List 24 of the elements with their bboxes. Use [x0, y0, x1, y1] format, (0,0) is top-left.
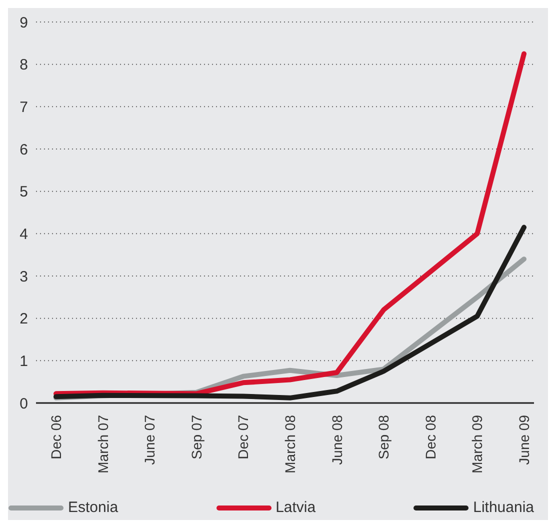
legend-label: Estonia [68, 499, 118, 516]
y-tick-label: 8 [20, 56, 28, 74]
x-tick-label: Sep 07 [188, 414, 204, 460]
y-tick-label: 4 [20, 226, 28, 243]
x-tick-label: June 07 [142, 414, 158, 465]
y-tick-label: 3 [20, 268, 28, 286]
x-tick-label: Sep 08 [376, 414, 392, 460]
x-tick-label: March 07 [94, 414, 111, 474]
x-tick-label: Dec 07 [235, 414, 252, 460]
x-tick-label: Dec 08 [422, 414, 438, 460]
x-tick-label: Dec 06 [48, 414, 64, 460]
legend-label: Lithuania [473, 499, 534, 516]
x-tick-label: March 08 [282, 414, 298, 474]
y-tick-label: 0 [20, 395, 28, 412]
x-tick-label: June 08 [328, 414, 345, 465]
y-tick-label: 9 [20, 14, 28, 32]
x-tick-label: June 09 [516, 414, 532, 465]
y-tick-label: 6 [20, 141, 28, 158]
y-tick-label: 5 [20, 184, 28, 201]
x-tick-label: March 09 [469, 414, 486, 474]
y-tick-label: 7 [20, 98, 28, 116]
legend-label: Latvia [276, 499, 316, 516]
y-tick-label: 2 [20, 310, 28, 328]
y-tick-label: 1 [20, 352, 28, 370]
